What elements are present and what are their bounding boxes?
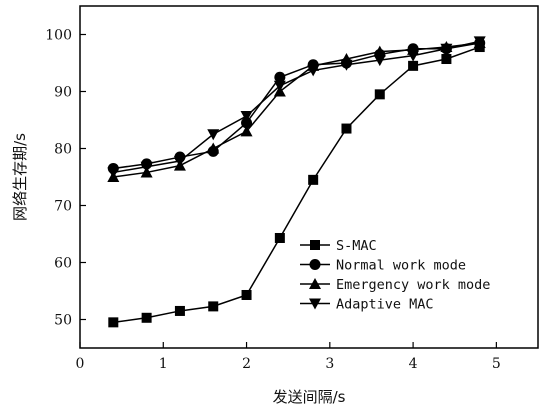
data-point-series-1	[141, 312, 152, 323]
y-tick-label: 60	[54, 256, 72, 272]
legend-marker-1	[310, 240, 320, 250]
x-tick-label: 0	[76, 356, 85, 372]
data-point-series-4	[440, 43, 453, 55]
data-point-series-2	[241, 117, 253, 129]
y-tick-label: 70	[54, 199, 72, 215]
data-point-series-4	[207, 129, 220, 141]
data-point-series-2	[274, 71, 286, 83]
data-point-series-4	[107, 167, 120, 179]
legend-marker-2	[309, 259, 321, 270]
series-line-2	[113, 42, 480, 170]
data-point-series-1	[408, 60, 419, 71]
y-tick-label: 80	[54, 142, 72, 158]
legend-label-2: Normal work mode	[336, 258, 466, 274]
x-tick-label: 2	[242, 356, 251, 372]
data-point-series-3	[373, 45, 386, 57]
series-line-1	[113, 46, 480, 324]
legend: S-MAC Normal work mode Emergency work mode…	[300, 238, 490, 313]
legend-marker-3	[309, 278, 321, 289]
y-axis-title: 网络生存期/s	[11, 133, 29, 221]
legend-marker-4	[309, 298, 321, 310]
data-point-series-4	[273, 80, 286, 92]
plot-frame	[79, 5, 539, 349]
data-point-series-4	[140, 161, 153, 173]
data-point-series-4	[340, 59, 353, 71]
data-point-series-4	[407, 50, 420, 62]
y-tick-label: 90	[54, 85, 72, 101]
data-point-series-4	[173, 156, 186, 168]
legend-label-4: Adaptive MAC	[336, 297, 434, 313]
data-point-series-1	[308, 174, 319, 185]
series-line-4	[113, 40, 480, 174]
x-tick-label: 1	[159, 356, 168, 372]
data-point-series-1	[441, 54, 452, 65]
plot-marks: 0 1 2 3 4 5 50 60 70 80 90 100	[45, 5, 539, 372]
x-axis-title: 发送间隔/s	[273, 388, 346, 406]
data-point-series-4	[373, 55, 386, 67]
data-point-series-4	[473, 36, 486, 48]
x-tick-label: 3	[325, 356, 334, 372]
y-tick-label: 50	[54, 313, 72, 329]
data-point-series-1	[241, 289, 252, 300]
data-point-series-4	[307, 65, 320, 77]
x-tick-label: 4	[409, 356, 418, 372]
x-tick-label: 5	[492, 356, 501, 372]
data-point-series-1	[274, 232, 285, 243]
legend-label-1: S-MAC	[336, 238, 377, 254]
data-point-series-4	[240, 111, 253, 123]
data-point-series-1	[174, 305, 185, 316]
data-point-series-3	[207, 142, 220, 154]
data-point-series-1	[374, 89, 385, 100]
data-point-series-3	[240, 125, 253, 137]
y-tick-label: 100	[45, 28, 72, 44]
data-point-series-1	[208, 301, 219, 312]
legend-label-3: Emergency work mode	[336, 277, 490, 293]
data-point-series-1	[108, 317, 119, 328]
data-point-series-1	[341, 123, 352, 134]
